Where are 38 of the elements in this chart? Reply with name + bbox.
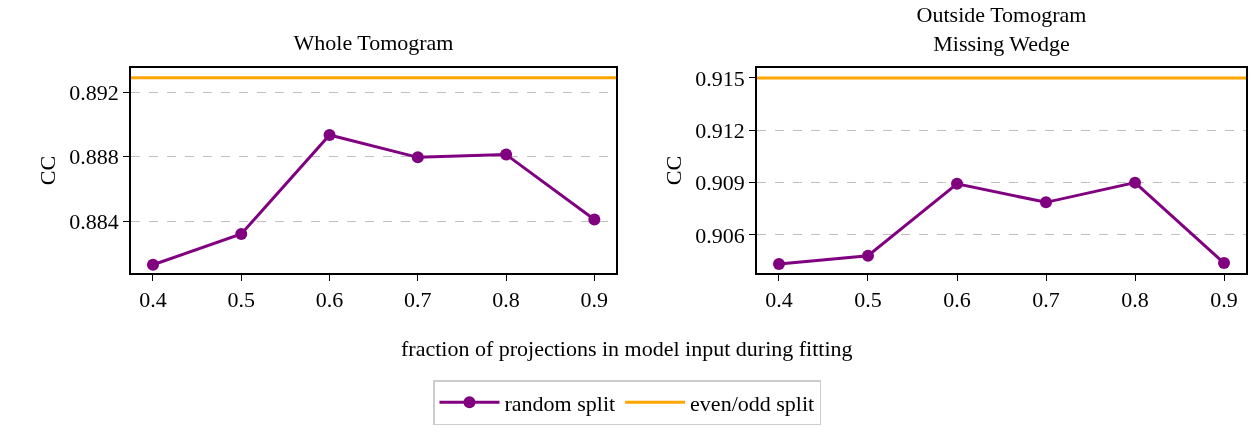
x-tick-label: 0.6: [943, 287, 971, 313]
chart-title: Outside Tomogram Missing Wedge: [916, 2, 1087, 56]
x-tick-label: 0.7: [404, 287, 432, 313]
point: [1218, 257, 1231, 270]
y-axis-title: CC: [34, 155, 60, 186]
point: [1129, 176, 1142, 189]
x-tick-label: 0.5: [854, 287, 882, 313]
y-tick-label: 0.915: [695, 65, 745, 91]
x-tick-label: 0.6: [315, 287, 344, 313]
point: [411, 151, 424, 164]
legend-label: random split: [504, 390, 616, 416]
point: [1040, 196, 1052, 209]
x-axis-title: fraction of projections in model input during fitting: [401, 336, 853, 361]
point: [500, 148, 513, 161]
x-tick-label: 0.8: [1121, 287, 1149, 313]
legend-label: even/odd split: [690, 390, 815, 416]
y-tick-label: 0.884: [69, 208, 119, 234]
x-tick-label: 0.9: [1210, 287, 1238, 313]
y-tick-label: 0.912: [695, 117, 745, 143]
chart-title: Whole Tomogram: [293, 30, 454, 56]
x-tick-label: 0.9: [580, 287, 609, 313]
point: [146, 258, 159, 271]
y-tick-label: 0.892: [69, 79, 119, 105]
x-tick-label: 0.4: [139, 287, 167, 313]
y-axis-title: CC: [660, 155, 686, 186]
x-tick-label: 0.4: [765, 287, 793, 313]
point: [862, 249, 874, 262]
x-tick-label: 0.8: [492, 287, 520, 313]
point: [951, 177, 963, 190]
y-tick-label: 0.888: [69, 144, 119, 170]
point: [323, 128, 336, 141]
point: [772, 257, 785, 270]
point: [235, 227, 248, 240]
x-tick-label: 0.5: [227, 287, 256, 313]
point: [588, 213, 601, 226]
y-tick-label: 0.906: [695, 222, 745, 248]
y-tick-label: 0.909: [695, 170, 745, 196]
x-tick-label: 0.7: [1032, 287, 1060, 313]
